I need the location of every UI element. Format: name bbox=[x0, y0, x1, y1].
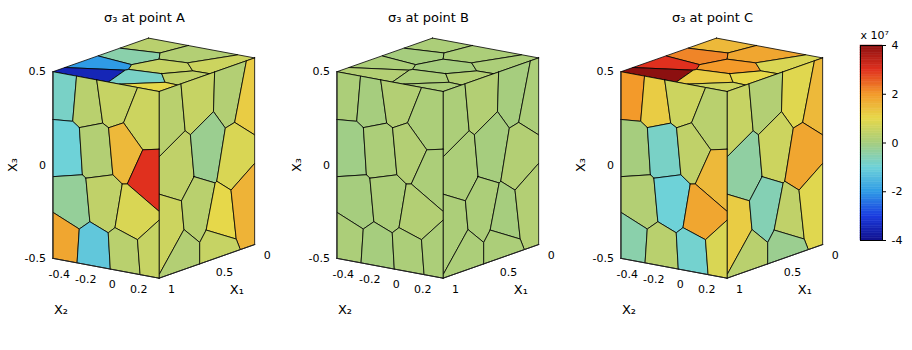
svg-text:-0.2: -0.2 bbox=[643, 273, 664, 286]
svg-text:-0.4: -0.4 bbox=[332, 268, 353, 281]
svg-text:X₂: X₂ bbox=[338, 302, 352, 317]
svg-text:0.5: 0.5 bbox=[596, 65, 614, 78]
svg-text:X₃: X₃ bbox=[573, 158, 588, 172]
svg-text:0.5: 0.5 bbox=[216, 266, 234, 279]
svg-text:0: 0 bbox=[607, 159, 614, 172]
svg-text:1: 1 bbox=[168, 283, 175, 296]
svg-text:-0.4: -0.4 bbox=[48, 268, 69, 281]
svg-text:0: 0 bbox=[548, 249, 555, 262]
svg-text:0.2: 0.2 bbox=[130, 283, 148, 296]
svg-text:-0.5: -0.5 bbox=[24, 252, 45, 265]
svg-text:0: 0 bbox=[677, 278, 684, 291]
svg-text:0.5: 0.5 bbox=[312, 65, 330, 78]
svg-text:X₂: X₂ bbox=[54, 302, 68, 317]
svg-text:X₂: X₂ bbox=[622, 302, 636, 317]
svg-text:σ₃ at point A: σ₃ at point A bbox=[104, 10, 185, 25]
svg-text:-0.2: -0.2 bbox=[359, 273, 380, 286]
svg-text:0.2: 0.2 bbox=[414, 283, 432, 296]
svg-text:0: 0 bbox=[892, 137, 899, 150]
svg-text:X₁: X₁ bbox=[514, 282, 528, 297]
svg-text:σ₃ at point B: σ₃ at point B bbox=[388, 10, 469, 25]
svg-text:0.5: 0.5 bbox=[784, 266, 802, 279]
svg-text:x 10⁷: x 10⁷ bbox=[861, 29, 889, 42]
svg-text:4: 4 bbox=[892, 39, 899, 52]
svg-text:-0.4: -0.4 bbox=[616, 268, 637, 281]
svg-text:0.5: 0.5 bbox=[500, 266, 518, 279]
svg-text:1: 1 bbox=[452, 283, 459, 296]
svg-text:-2: -2 bbox=[892, 185, 903, 198]
svg-text:0: 0 bbox=[39, 159, 46, 172]
svg-text:0: 0 bbox=[264, 249, 271, 262]
svg-text:-0.5: -0.5 bbox=[308, 252, 329, 265]
svg-text:X₁: X₁ bbox=[230, 282, 244, 297]
svg-text:0: 0 bbox=[323, 159, 330, 172]
svg-text:X₃: X₃ bbox=[289, 158, 304, 172]
svg-text:-0.5: -0.5 bbox=[592, 252, 613, 265]
svg-text:1: 1 bbox=[736, 283, 743, 296]
svg-text:0: 0 bbox=[832, 249, 839, 262]
svg-text:X₁: X₁ bbox=[798, 282, 812, 297]
svg-text:0.2: 0.2 bbox=[698, 283, 716, 296]
svg-text:X₃: X₃ bbox=[5, 158, 20, 172]
svg-text:-0.2: -0.2 bbox=[75, 273, 96, 286]
svg-text:2: 2 bbox=[892, 88, 899, 101]
svg-text:0: 0 bbox=[393, 278, 400, 291]
svg-text:-4: -4 bbox=[892, 234, 903, 247]
svg-text:0: 0 bbox=[109, 278, 116, 291]
svg-text:0.5: 0.5 bbox=[28, 65, 46, 78]
svg-text:σ₃ at point C: σ₃ at point C bbox=[672, 10, 753, 25]
